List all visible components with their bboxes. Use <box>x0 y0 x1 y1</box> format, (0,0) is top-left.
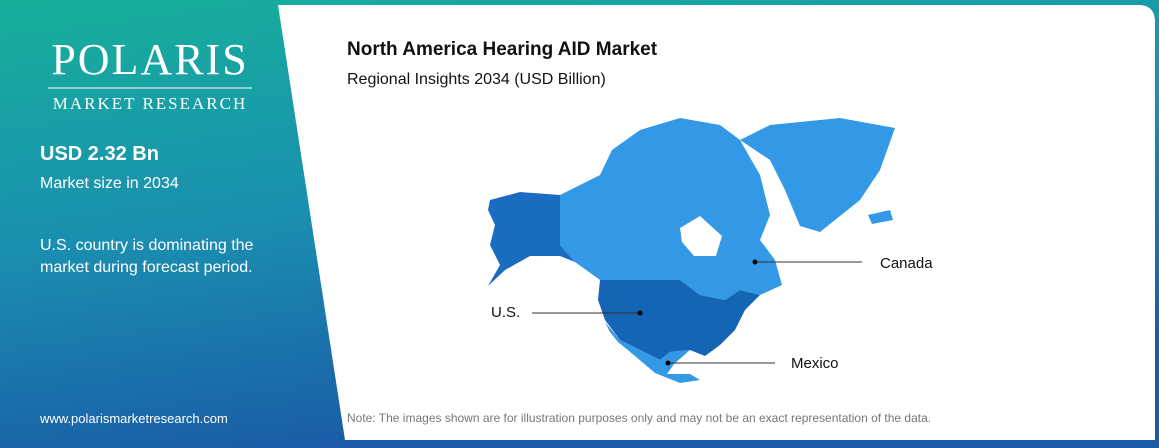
map <box>488 118 895 383</box>
note: U.S. country is dominating the market du… <box>40 237 254 276</box>
united-states <box>598 280 760 360</box>
iceland <box>868 210 893 224</box>
leader-dot <box>637 310 643 316</box>
hudson-bay <box>680 216 722 256</box>
alaska <box>488 192 575 286</box>
stat-value: USD 2.32 Bn <box>40 143 159 165</box>
leader-dot <box>665 360 671 366</box>
title: North America Hearing AID Market <box>347 39 658 60</box>
website: www.polarismarketresearch.com <box>39 411 228 426</box>
logo-tagline: MARKET RESEARCH <box>53 94 248 113</box>
mexico <box>605 322 700 383</box>
canada <box>560 118 782 300</box>
region-label: U.S. <box>491 304 520 321</box>
logo-name: POLARIS <box>51 35 248 84</box>
footnote: Note: The images shown are for illustrat… <box>347 411 931 425</box>
stat-label: Market size in 2034 <box>40 175 179 192</box>
region-label: Canada <box>880 255 933 272</box>
subtitle: Regional Insights 2034 (USD Billion) <box>347 71 606 88</box>
greenland <box>740 118 895 232</box>
region-label: Mexico <box>791 355 839 372</box>
leader-dot <box>752 259 758 265</box>
